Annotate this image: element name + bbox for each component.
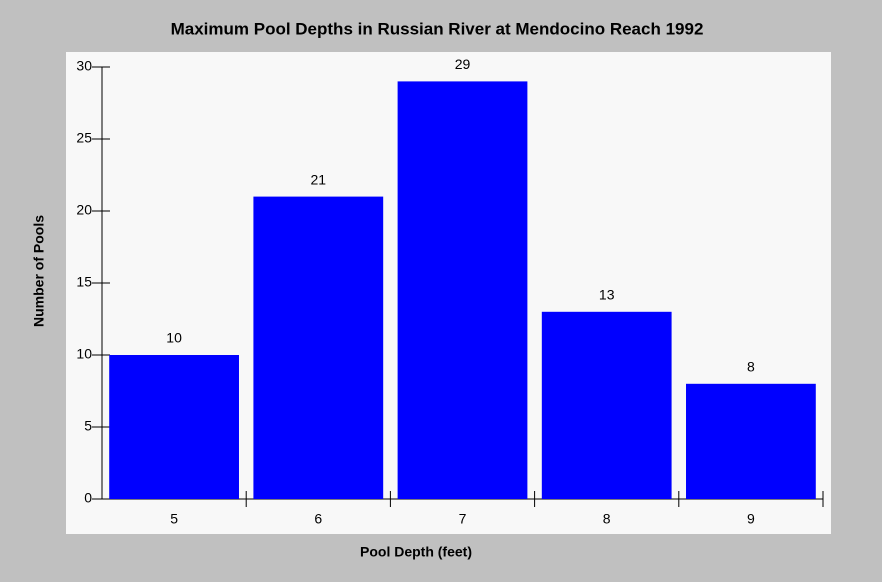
x-axis-title: Pool Depth (feet) [360,544,472,560]
value-label: 29 [455,56,471,72]
x-tick-label: 6 [314,511,322,527]
bar [541,311,672,499]
x-tick-label: 9 [747,511,755,527]
bar [253,196,384,499]
y-tick-label: 20 [76,202,92,218]
bar [109,355,239,499]
y-tick-label: 10 [76,346,92,362]
value-label: 13 [599,287,615,303]
y-tick-label: 0 [84,490,92,506]
x-tick-label: 5 [170,511,178,527]
y-tick-label: 25 [76,130,92,146]
x-tick-label: 8 [603,511,611,527]
value-label: 21 [311,171,327,187]
bar [397,81,528,500]
bar [686,383,816,499]
value-label: 10 [166,330,182,346]
chart-title: Maximum Pool Depths in Russian River at … [171,19,704,38]
y-tick-label: 15 [76,274,92,290]
y-axis-title: Number of Pools [31,215,47,327]
x-tick-label: 7 [459,511,467,527]
value-label: 8 [747,359,755,375]
y-tick-label: 5 [84,418,92,434]
y-tick-label: 30 [76,58,92,74]
